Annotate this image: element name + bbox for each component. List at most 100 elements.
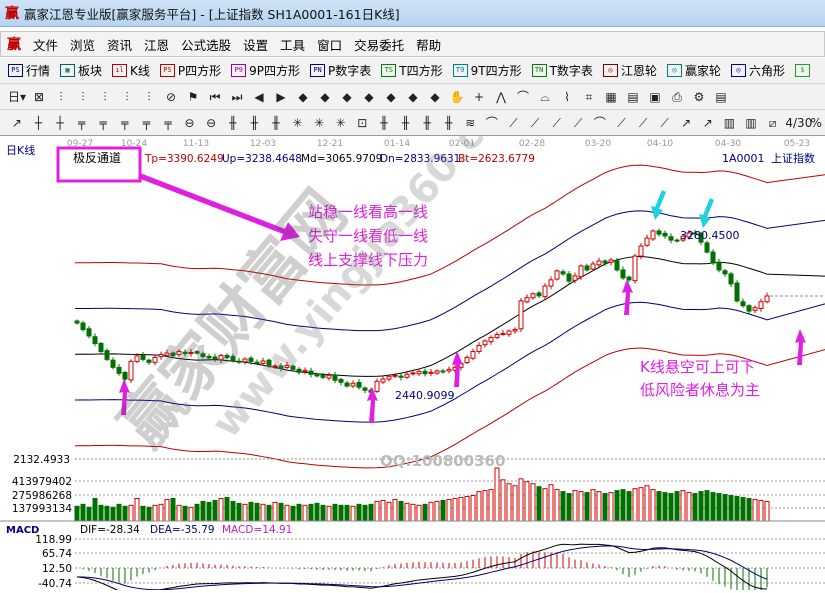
toolbar-button[interactable]: PS P四方形	[159, 62, 221, 79]
toolbar-tool-icon[interactable]: ⫶	[125, 89, 129, 104]
toolbar-tool-icon[interactable]: ╤	[164, 115, 172, 130]
menu-item[interactable]: 浏览	[70, 37, 96, 53]
toolbar-tool-icon[interactable]: ⟋	[574, 115, 583, 130]
toolbar-tool-icon[interactable]: ▥	[723, 115, 736, 130]
toolbar-tool-icon[interactable]: ✳	[314, 115, 325, 130]
toolbar-tool-icon[interactable]: ◆	[298, 89, 308, 104]
toolbar-tool-icon[interactable]: ▤	[715, 89, 727, 104]
toolbar-tool-icon[interactable]: ⊡	[357, 115, 368, 130]
menu-item[interactable]: 窗口	[317, 37, 343, 53]
toolbar-tool-icon[interactable]: ⫶	[81, 89, 85, 104]
toolbar-tool-icon[interactable]: ╫	[250, 115, 258, 130]
toolbar-button[interactable]: ◎ 六角形	[730, 62, 785, 79]
toolbar-tool-icon[interactable]: ⌒	[485, 115, 498, 130]
toolbar-tool-icon[interactable]: ⫶	[147, 89, 151, 104]
toolbar-button[interactable]: P9 9P四方形	[231, 62, 300, 79]
menu-item[interactable]: 文件	[33, 37, 59, 53]
toolbar-button[interactable]: PS 行情	[8, 62, 50, 79]
toolbar-tool-icon[interactable]: ◆	[342, 89, 352, 104]
toolbar-tool-icon[interactable]: ↗	[11, 115, 22, 130]
toolbar-tool-icon[interactable]: ⧄	[768, 115, 777, 130]
toolbar-tool-icon[interactable]: ╫	[423, 115, 431, 130]
toolbar-tool-icon[interactable]: ◆	[364, 89, 374, 104]
toolbar-tool-icon[interactable]: ⊖	[206, 115, 217, 130]
toolbar-tool-icon[interactable]: ↗	[702, 115, 713, 130]
toolbar-button[interactable]: TN T数字表	[531, 62, 593, 79]
menu-item[interactable]: 公式选股	[181, 37, 232, 53]
toolbar-tool-icon[interactable]: ╫	[445, 115, 453, 130]
toolbar-tool-icon[interactable]: ⫶	[59, 89, 63, 104]
toolbar-tool-icon[interactable]: ⌒	[516, 89, 529, 104]
toolbar-button[interactable]: TS T四方形	[381, 62, 443, 79]
toolbar-tool-icon[interactable]: ⟋	[617, 115, 626, 130]
toolbar-tool-icon[interactable]: ⊘	[165, 89, 177, 104]
toolbar-tool-icon[interactable]: ╫	[380, 115, 388, 130]
toolbar-tool-icon[interactable]: ▣	[649, 89, 661, 104]
menu-item[interactable]: 交易委托	[354, 37, 405, 53]
toolbar-tool-icon[interactable]: ⟋	[530, 115, 540, 130]
toolbar-tool-icon[interactable]: ◆	[430, 89, 440, 104]
toolbar-tool-icon[interactable]: ⊖	[184, 115, 195, 130]
toolbar-tool-icon[interactable]: ╤	[77, 115, 86, 130]
menu-item[interactable]: 帮助	[416, 37, 442, 53]
toolbar-button[interactable]: PN P数字表	[310, 62, 371, 79]
toolbar-tool-icon[interactable]: 4/30	[785, 115, 813, 130]
toolbar-tool-icon[interactable]: ⊠	[33, 89, 45, 104]
toolbar-tool-icon[interactable]: ▶	[276, 89, 286, 104]
toolbar-tool-icon[interactable]: ▤	[627, 89, 639, 104]
toolbar-tool-icon[interactable]: ⟋	[552, 115, 561, 130]
toolbar-tool-icon[interactable]: ╤	[99, 115, 107, 130]
toolbar-tool-icon[interactable]: ╫	[229, 115, 237, 130]
toolbar-tool-icon[interactable]: ⋀	[496, 89, 506, 104]
toolbar-tool-icon[interactable]: ╤	[121, 115, 129, 130]
volume-bar	[440, 499, 446, 522]
toolbar-tool-icon[interactable]: ╫	[401, 115, 410, 130]
toolbar-tool-icon[interactable]: 日▾	[8, 89, 27, 104]
toolbar-tool-icon[interactable]: ⚙	[693, 89, 705, 104]
toolbar-tool-icon[interactable]: ⟋	[660, 115, 669, 130]
toolbar-tool-icon[interactable]: ⫶	[103, 89, 107, 104]
toolbar-tool-icon[interactable]: ⌓	[540, 89, 550, 104]
toolbar-tool-icon[interactable]: ⟋	[509, 115, 518, 130]
toolbar-tool-icon[interactable]: ⟋	[638, 115, 648, 130]
toolbar-tool-icon[interactable]: ⌒	[593, 115, 606, 130]
menu-item[interactable]: 工具	[280, 37, 306, 53]
toolbar-tool-icon[interactable]: ┼	[34, 115, 42, 130]
toolbar-tool-icon[interactable]: ▥	[745, 115, 757, 130]
toolbar-tool-icon[interactable]: ╤	[142, 115, 150, 130]
menu-item[interactable]: 设置	[243, 37, 269, 53]
toolbar-tool-icon[interactable]: ▦	[605, 89, 617, 104]
toolbar-tool-icon[interactable]: ┼	[56, 115, 64, 130]
toolbar-tool-icon[interactable]: ≋	[465, 115, 476, 130]
toolbar-tool-icon[interactable]: ✳	[292, 115, 303, 130]
toolbar-tool-icon[interactable]: ✋	[449, 89, 465, 104]
toolbar-tool-icon[interactable]: ⌗	[585, 89, 593, 104]
volume-bar	[566, 493, 572, 522]
toolbar-tool-icon[interactable]: +	[473, 89, 485, 104]
kline-chart[interactable]: 09-27 10-24 11-13 12-03 12-21 01-14 02-01 02-28…	[0, 60, 825, 593]
toolbar-tool-icon[interactable]: ◆	[408, 89, 418, 104]
toolbar-button[interactable]: ▦ 板块	[60, 62, 102, 79]
toolbar-button-label: 9T四方形	[470, 64, 522, 78]
volume-bar	[530, 483, 536, 522]
toolbar-tool-icon[interactable]: ◀	[254, 89, 264, 104]
toolbar-button[interactable]: $	[794, 64, 810, 77]
menu-item[interactable]: 江恩	[144, 37, 170, 53]
toolbar-tool-icon[interactable]: ⏭	[231, 89, 243, 104]
toolbar-button[interactable]: ıl K线	[112, 62, 150, 79]
menu-item[interactable]: 资讯	[107, 37, 133, 53]
toolbar-button[interactable]: ◎ 赢家轮	[666, 62, 721, 79]
toolbar-tool-icon[interactable]: ⎙	[672, 89, 682, 104]
toolbar-tool-icon[interactable]: ✳	[335, 115, 346, 130]
toolbar-tool-icon[interactable]: ╫	[272, 115, 280, 130]
toolbar-tool-icon[interactable]: ◆	[386, 89, 396, 104]
toolbar-tool-icon[interactable]: ⌇	[564, 89, 570, 104]
toolbar-tool-icon[interactable]: ⚑	[187, 89, 199, 104]
toolbar-tool-icon[interactable]: ↗	[681, 115, 692, 130]
toolbar-tool-icon[interactable]: ⏮	[209, 89, 221, 104]
toolbar-tool-icon[interactable]: %	[810, 115, 822, 130]
toolbar-button[interactable]: T9 9T四方形	[452, 62, 522, 79]
annotation-arrow-icon	[795, 329, 806, 365]
toolbar-tool-icon[interactable]: ◆	[320, 89, 330, 104]
toolbar-button[interactable]: ◎ 江恩轮	[602, 62, 657, 79]
